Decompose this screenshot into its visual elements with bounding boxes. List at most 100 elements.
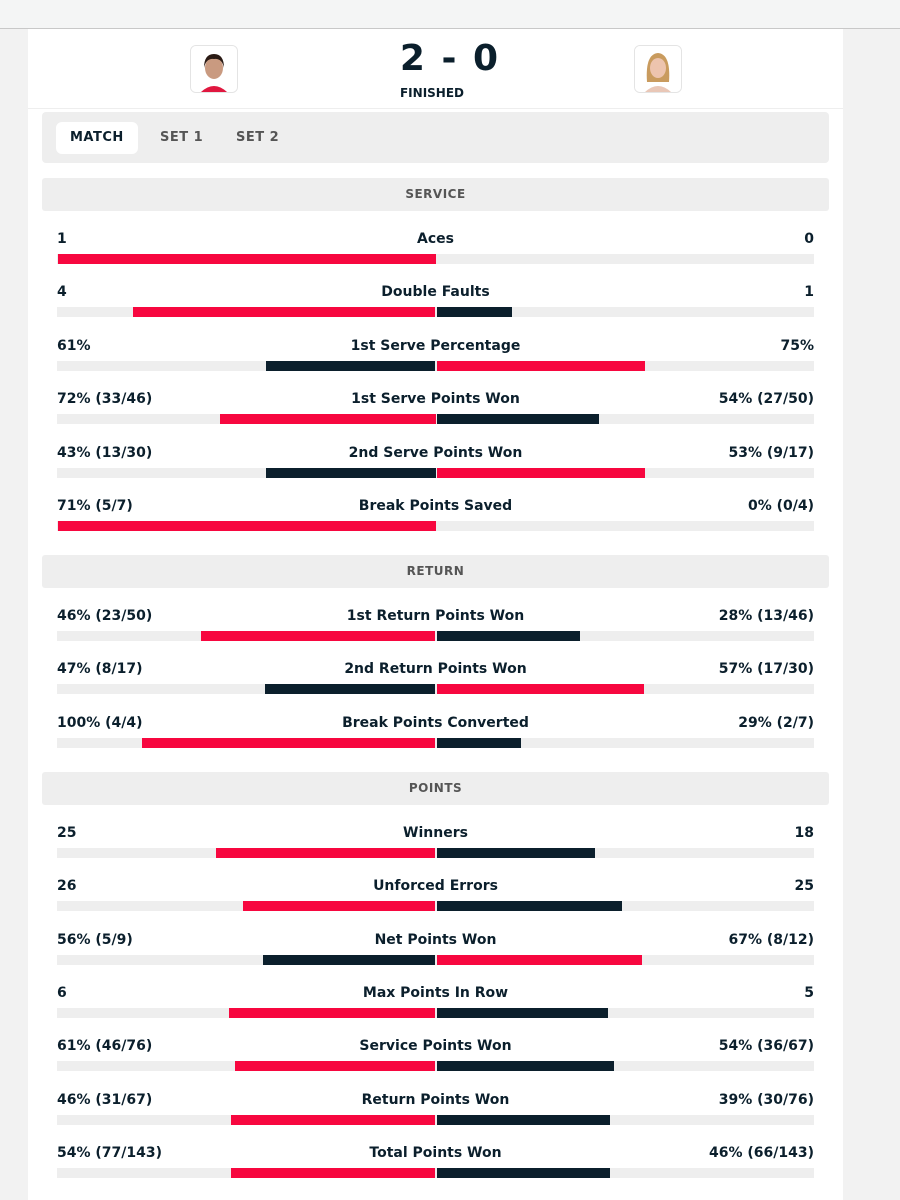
home-value: 100% (4/4) xyxy=(57,714,143,731)
bar-track xyxy=(57,307,814,318)
away-bar xyxy=(436,414,599,425)
away-bar xyxy=(436,360,645,371)
tab[interactable]: SET 2 xyxy=(236,130,280,145)
away-value: 54% (36/67) xyxy=(718,1038,814,1055)
stat-name: Max Points In Row xyxy=(362,985,509,1001)
stat-name: Unforced Errors xyxy=(373,878,498,895)
away-player-avatar[interactable] xyxy=(634,45,682,93)
card xyxy=(28,29,843,1200)
away-value: 75% xyxy=(780,337,814,354)
home-value: 54% (77/143) xyxy=(57,1145,162,1162)
bar-track xyxy=(57,901,814,912)
stat-name: Break Points Saved xyxy=(358,498,513,514)
home-bar xyxy=(263,954,436,965)
bar-track xyxy=(57,414,814,425)
away-bar xyxy=(436,1168,611,1179)
away-value: 29% (2/7) xyxy=(738,714,814,731)
away-bar xyxy=(436,307,513,318)
stat-name: Aces xyxy=(417,231,454,247)
home-bar xyxy=(57,521,436,531)
away-bar xyxy=(436,631,580,641)
home-value: 46% (31/67) xyxy=(57,1091,153,1108)
away-bar xyxy=(436,1061,614,1072)
stat-name: Break Points Converted xyxy=(342,714,529,731)
stat-name: Net Points Won xyxy=(374,931,497,948)
away-value: 0 xyxy=(804,231,814,247)
home-value: 56% (5/9) xyxy=(57,931,133,948)
away-bar xyxy=(436,684,644,695)
away-bar xyxy=(436,1114,610,1125)
stat-name: 2nd Serve Points Won xyxy=(348,444,523,461)
tab[interactable]: MATCH xyxy=(56,122,138,154)
home-value: 25 xyxy=(57,824,77,841)
away-value: 25 xyxy=(794,878,814,895)
home-bar xyxy=(266,467,436,478)
bar-track xyxy=(57,684,814,695)
bar-track xyxy=(57,521,814,531)
away-bar xyxy=(436,1008,609,1018)
avatar-image xyxy=(635,46,681,92)
section-header: POINTS xyxy=(42,771,829,805)
stat-name: Total Points Won xyxy=(369,1145,502,1162)
home-bar xyxy=(242,901,436,912)
home-bar xyxy=(229,1008,436,1018)
home-value: 61% xyxy=(57,337,91,354)
stat-name: Return Points Won xyxy=(361,1091,510,1108)
home-value: 4 xyxy=(57,284,67,301)
stat-name: Double Faults xyxy=(381,284,490,301)
bar-track xyxy=(57,954,814,965)
bar-track xyxy=(57,847,814,858)
home-bar xyxy=(200,631,436,641)
separator xyxy=(28,108,843,109)
bar-track xyxy=(57,1008,814,1018)
away-value: 54% (27/50) xyxy=(718,391,814,408)
section-header: RETURN xyxy=(42,555,829,588)
away-value: 39% (30/76) xyxy=(718,1091,814,1108)
stat-name: 1st Return Points Won xyxy=(346,608,525,624)
away-value: 1 xyxy=(804,284,814,301)
home-bar xyxy=(215,847,436,858)
tab[interactable]: SET 1 xyxy=(160,130,204,145)
away-bar xyxy=(436,737,522,748)
bar-track xyxy=(57,1061,814,1072)
browser-bar xyxy=(0,0,900,29)
match-status: FINISHED xyxy=(399,86,464,100)
home-value: 43% (13/30) xyxy=(57,444,153,461)
away-bar xyxy=(436,467,646,478)
home-value: 47% (8/17) xyxy=(57,661,143,678)
home-score: 2 xyxy=(399,38,427,79)
home-bar xyxy=(142,737,436,748)
home-bar xyxy=(264,684,436,695)
away-value: 28% (13/46) xyxy=(718,608,814,624)
home-value: 1 xyxy=(57,231,67,247)
home-value: 72% (33/46) xyxy=(57,391,153,408)
stat-name: Service Points Won xyxy=(359,1038,512,1055)
away-bar xyxy=(436,901,622,912)
bar-track xyxy=(57,1168,814,1179)
home-bar xyxy=(57,254,436,264)
home-bar xyxy=(265,360,436,371)
bar-track xyxy=(57,631,814,641)
away-value: 5 xyxy=(804,985,814,1001)
stat-name: Winners xyxy=(403,824,468,841)
away-score: 0 xyxy=(473,38,501,79)
tab-bar: MATCH SET 1 SET 2 xyxy=(42,112,829,163)
away-value: 67% (8/12) xyxy=(728,931,814,948)
home-value: 61% (46/76) xyxy=(57,1038,153,1055)
away-value: 53% (9/17) xyxy=(728,444,814,461)
section-header: SERVICE xyxy=(42,178,829,211)
home-value: 71% (5/7) xyxy=(57,498,133,514)
away-bar xyxy=(436,954,643,965)
score: 2 - 0 xyxy=(399,38,501,79)
away-value: 0% (0/4) xyxy=(747,498,814,514)
home-player-avatar[interactable] xyxy=(190,45,238,93)
away-value: 57% (17/30) xyxy=(718,661,814,678)
bar-track xyxy=(57,1114,814,1125)
bar-track xyxy=(57,360,814,371)
home-bar xyxy=(234,1061,436,1072)
bar-track xyxy=(57,467,814,478)
away-value: 46% (66/143) xyxy=(709,1145,814,1162)
avatar-image xyxy=(191,46,237,92)
stat-name: 1st Serve Points Won xyxy=(351,391,520,408)
